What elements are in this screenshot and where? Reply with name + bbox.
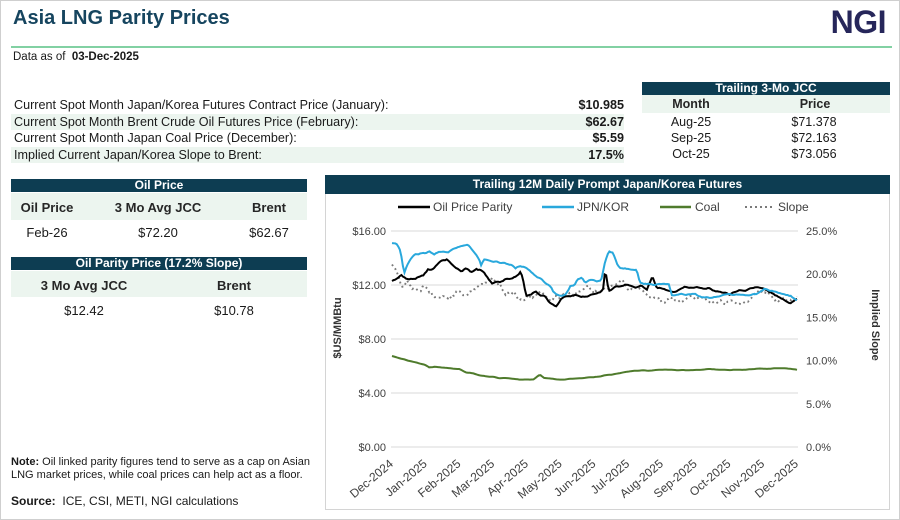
- svg-text:$4.00: $4.00: [358, 388, 386, 400]
- svg-text:$16.00: $16.00: [352, 226, 386, 238]
- svg-text:0.0%: 0.0%: [806, 442, 831, 454]
- svg-text:$0.00: $0.00: [358, 442, 386, 454]
- svg-text:$12.00: $12.00: [352, 280, 386, 292]
- svg-text:$US/MMBtu: $US/MMBtu: [332, 297, 344, 358]
- svg-text:15.0%: 15.0%: [806, 312, 837, 324]
- svg-text:Implied Slope: Implied Slope: [869, 289, 881, 361]
- svg-text:Slope: Slope: [778, 200, 809, 214]
- svg-text:10.0%: 10.0%: [806, 356, 837, 368]
- svg-text:20.0%: 20.0%: [806, 269, 837, 281]
- svg-text:Oil Price Parity: Oil Price Parity: [433, 200, 512, 214]
- svg-text:25.0%: 25.0%: [806, 226, 837, 238]
- svg-text:$8.00: $8.00: [358, 334, 386, 346]
- svg-text:5.0%: 5.0%: [806, 399, 831, 411]
- svg-text:Coal: Coal: [695, 200, 720, 214]
- svg-text:JPN/KOR: JPN/KOR: [577, 200, 629, 214]
